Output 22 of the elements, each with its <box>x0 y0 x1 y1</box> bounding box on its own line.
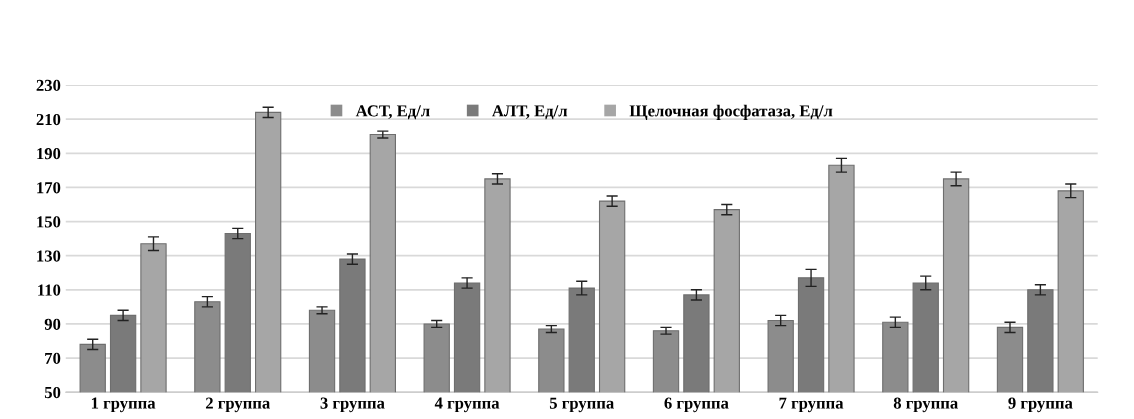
y-tick-label: 170 <box>37 182 61 194</box>
x-tick-label: 1 группа <box>91 397 156 413</box>
legend-label: АСТ, Ед/л <box>355 105 430 120</box>
y-tick-label: 50 <box>44 386 61 399</box>
y-tick-label: 90 <box>44 318 61 330</box>
y-tick-label: 110 <box>38 284 61 296</box>
x-tick-label: 4 группа <box>434 397 500 413</box>
x-tick-label: 9 группа <box>1008 397 1073 413</box>
x-tick-label: 5 группа <box>549 397 614 413</box>
x-tick-label: 3 группа <box>320 397 385 413</box>
x-tick-label: 8 группа <box>893 397 958 413</box>
y-tick-label: 190 <box>37 148 61 160</box>
legend-label: АЛТ, Ед/л <box>492 105 568 120</box>
y-tick-label: 230 <box>36 79 61 91</box>
y-tick-label: 210 <box>36 113 61 126</box>
x-tick-label: 7 группа <box>779 397 844 413</box>
x-tick-label: 6 группа <box>664 397 729 413</box>
x-tick-label: 2 группа <box>205 397 270 413</box>
y-tick-label: 70 <box>45 352 61 365</box>
y-tick-label: 150 <box>37 216 61 228</box>
y-tick-label: 130 <box>37 250 61 262</box>
legend-label: Щелочная фосфатаза, Ед/л <box>629 104 833 120</box>
